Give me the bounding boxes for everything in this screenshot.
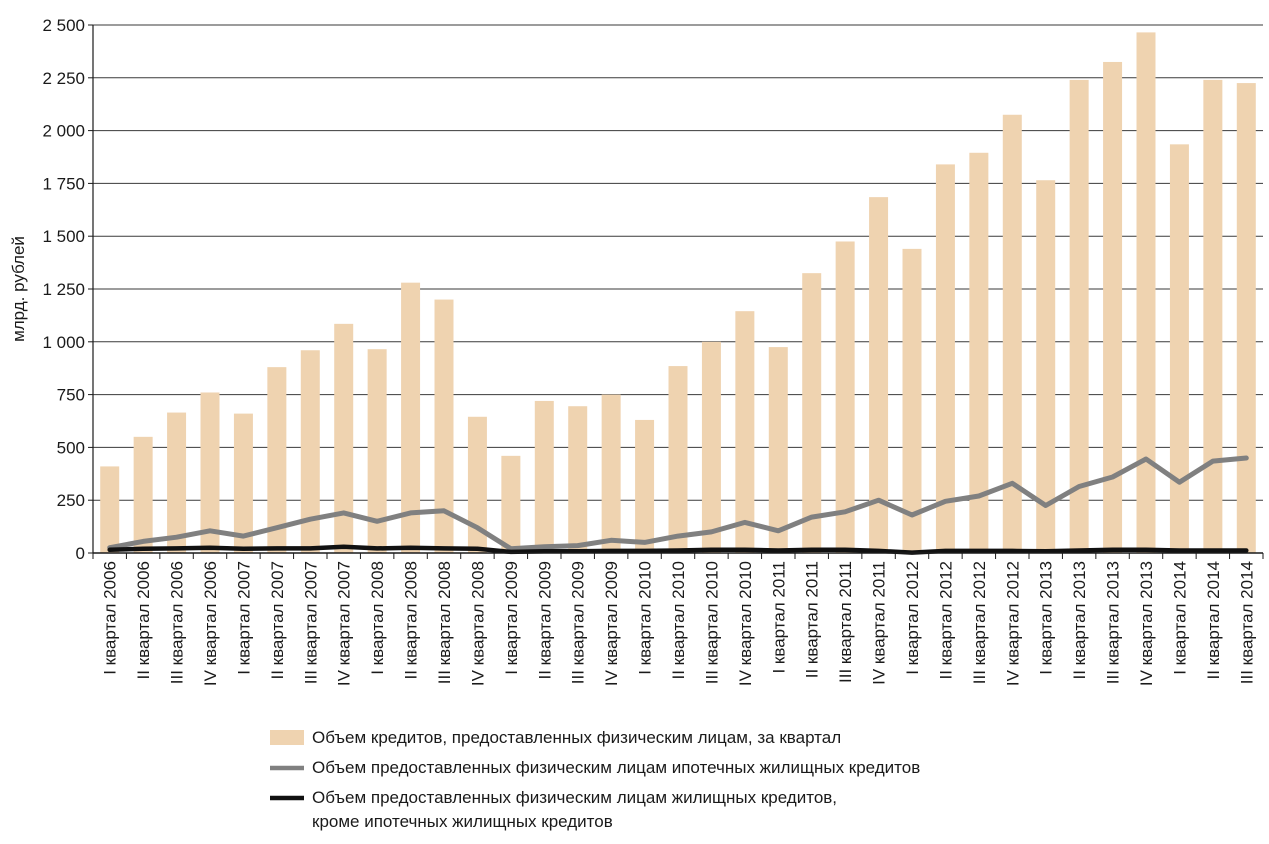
bar <box>133 436 153 553</box>
series-line-housing-non-mortgage <box>107 544 1249 555</box>
legend-swatch-bar <box>270 730 304 745</box>
x-tick-label: III квартал 2012 <box>970 561 989 684</box>
bar <box>601 394 621 553</box>
bar <box>768 347 788 553</box>
bar <box>1203 79 1223 554</box>
bar <box>167 412 187 553</box>
x-tick-label: IV квартал 2007 <box>335 561 354 686</box>
bar <box>635 419 655 553</box>
bar <box>100 466 120 553</box>
y-tick-label: 1 250 <box>42 280 85 299</box>
bars <box>100 32 1256 554</box>
bar <box>1002 114 1022 553</box>
bar <box>802 273 822 553</box>
bar <box>902 248 922 553</box>
x-tick-label: I квартал 2013 <box>1037 561 1056 675</box>
bar <box>1236 83 1256 553</box>
legend-label: Объем предоставленных физическим лицам и… <box>312 758 920 777</box>
bar <box>267 367 287 553</box>
bar <box>401 282 421 553</box>
x-tick-label: IV квартал 2013 <box>1137 561 1156 686</box>
y-tick-label: 1 750 <box>42 174 85 193</box>
bar <box>701 341 721 553</box>
bar <box>835 241 855 554</box>
x-tick-label: I квартал 2011 <box>769 561 788 674</box>
y-tick-label: 250 <box>57 491 85 510</box>
x-tick-label: III квартал 2009 <box>569 561 588 684</box>
x-tick-label: I квартал 2012 <box>903 561 922 675</box>
bar <box>1036 180 1056 553</box>
lines <box>107 455 1249 555</box>
x-tick-label: II квартал 2010 <box>669 561 688 680</box>
x-tick-label: I квартал 2007 <box>234 561 253 675</box>
bar <box>467 416 487 553</box>
bar <box>869 197 889 554</box>
x-tick-label: III квартал 2011 <box>836 561 855 683</box>
x-tick-label: II квартал 2006 <box>134 561 153 680</box>
x-tick-label: III квартал 2014 <box>1237 561 1256 684</box>
bar <box>434 299 454 553</box>
bar <box>1136 32 1156 554</box>
y-tick-label: 2 000 <box>42 122 85 141</box>
x-tick-label: IV квартал 2012 <box>1003 561 1022 686</box>
x-tick-label: II квартал 2014 <box>1204 561 1223 680</box>
legend-label: Объем предоставленных физическим лицам ж… <box>312 788 837 807</box>
x-tick-label: II квартал 2013 <box>1070 561 1089 680</box>
x-tick-label: II квартал 2009 <box>535 561 554 680</box>
bar <box>233 413 253 553</box>
legend-label: кроме ипотечных жилищных кредитов <box>312 812 613 831</box>
y-tick-label: 1 000 <box>42 333 85 352</box>
x-tick-label: I квартал 2014 <box>1170 561 1189 675</box>
y-tick-label: 2 500 <box>42 16 85 35</box>
grid <box>93 24 1263 501</box>
x-tick-label: II квартал 2008 <box>402 561 421 680</box>
y-tick-label: 750 <box>57 386 85 405</box>
bar <box>200 392 220 553</box>
bar <box>568 406 588 553</box>
bar <box>534 400 554 553</box>
bar <box>501 455 521 553</box>
x-tick-label: I квартал 2009 <box>502 561 521 675</box>
bar <box>735 311 755 553</box>
x-tick-label: III квартал 2008 <box>435 561 454 684</box>
bar <box>1069 79 1089 554</box>
bar <box>367 349 387 553</box>
x-tick-label: II квартал 2011 <box>803 561 822 678</box>
x-tick-label: III квартал 2010 <box>702 561 721 684</box>
x-tick-label: IV квартал 2009 <box>602 561 621 686</box>
x-tick-label: IV квартал 2011 <box>870 561 889 685</box>
series-line-mortgage <box>107 455 1249 552</box>
bar <box>969 152 989 553</box>
x-tick-label: III квартал 2013 <box>1104 561 1123 684</box>
y-tick-label: 500 <box>57 438 85 457</box>
bar <box>668 366 688 553</box>
bar <box>1103 61 1123 554</box>
x-tick-label: III квартал 2007 <box>301 561 320 684</box>
y-tick-label: 1 500 <box>42 227 85 246</box>
x-tick-label: IV квартал 2010 <box>736 561 755 686</box>
y-tick-labels: 0 250 500 750 1 000 1 250 1 500 1 750 2 000 2 250… <box>42 16 85 563</box>
x-tick-label: I квартал 2010 <box>636 561 655 675</box>
x-tick-label: IV квартал 2008 <box>468 561 487 686</box>
y-tick-label: 2 250 <box>42 69 85 88</box>
x-tick-labels: I квартал 2006 II квартал 2006 III квартал… <box>101 561 1257 686</box>
bar <box>935 164 955 553</box>
bar <box>334 323 354 553</box>
x-tick-label: III квартал 2006 <box>168 561 187 684</box>
y-axis-label: млрд. рублей <box>9 236 28 342</box>
legend: Объем кредитов, предоставленных физическ… <box>270 728 920 831</box>
x-tick-label: I квартал 2006 <box>101 561 120 675</box>
y-tick-label: 0 <box>76 544 85 563</box>
axes <box>88 24 1264 559</box>
x-tick-label: I квартал 2008 <box>368 561 387 675</box>
bar <box>300 350 320 553</box>
legend-label: Объем кредитов, предоставленных физическ… <box>312 728 841 747</box>
x-tick-label: II квартал 2012 <box>936 561 955 680</box>
x-tick-label: II квартал 2007 <box>268 561 287 680</box>
bar <box>1169 144 1189 553</box>
x-tick-label: IV квартал 2006 <box>201 561 220 686</box>
